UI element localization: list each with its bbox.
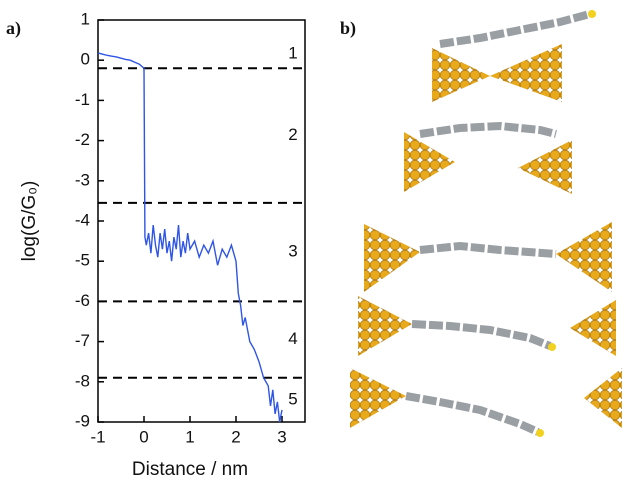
molecule-illustrations — [350, 10, 622, 437]
gold-electrode — [490, 44, 562, 102]
molecule — [439, 10, 592, 48]
sulfur — [588, 10, 596, 18]
y-tick-label: -3 — [75, 170, 90, 189]
gold-electrode — [404, 132, 455, 192]
region-label: 1 — [288, 44, 297, 63]
y-tick-label: -5 — [75, 251, 90, 270]
sulfur — [548, 343, 556, 351]
y-tick-label: -2 — [75, 130, 90, 149]
x-tick-label: 3 — [277, 427, 286, 446]
x-tick-label: 0 — [139, 427, 148, 446]
molecule — [419, 241, 557, 258]
y-tick-label: -8 — [75, 371, 90, 390]
y-tick-label: -9 — [75, 411, 90, 430]
gold-electrode — [358, 296, 412, 356]
trace — [97, 52, 283, 423]
gold-electrode — [350, 368, 406, 428]
x-tick-label: 2 — [231, 427, 240, 446]
molecule — [411, 320, 552, 350]
region-label: 4 — [288, 329, 297, 348]
region-label: 3 — [288, 242, 297, 261]
gold-electrode — [518, 140, 572, 194]
gold-electrode — [432, 48, 490, 102]
region-label: 2 — [288, 125, 297, 144]
region-label: 5 — [288, 389, 297, 408]
molecule — [419, 121, 557, 138]
y-tick-label: -7 — [75, 331, 90, 350]
panel-label: a) — [6, 18, 21, 39]
y-tick-label: 1 — [81, 9, 90, 28]
y-tick-label: -4 — [75, 210, 90, 229]
y-axis-label: log(G/G₀) — [19, 181, 40, 262]
molecule — [405, 392, 540, 436]
sulfur — [536, 429, 544, 437]
panel-label: b) — [340, 18, 356, 39]
gold-electrode — [570, 300, 616, 356]
y-tick-label: 0 — [81, 50, 90, 69]
y-tick-label: -6 — [75, 291, 90, 310]
gold-electrode — [584, 368, 622, 428]
gold-electrode — [556, 222, 612, 292]
plot-frame — [97, 19, 306, 423]
y-tick-label: -1 — [75, 90, 90, 109]
x-axis-label: Distance / nm — [132, 459, 248, 480]
x-tick-label: 1 — [185, 427, 194, 446]
gold-electrode — [364, 224, 420, 292]
x-tick-label: -1 — [90, 427, 105, 446]
